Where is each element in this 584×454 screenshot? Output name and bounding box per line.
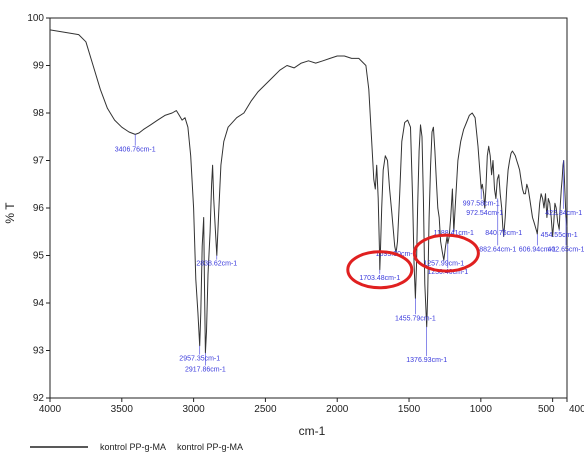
y-tick-label: 93 [33,346,45,357]
x-tick-label: 3500 [111,404,134,415]
peak-label: 1188.41cm-1 [434,230,474,237]
peak-label: 402.65cm-1 [548,246,584,253]
peak-label: 2838.62cm-1 [196,261,237,268]
series-layer [49,29,568,354]
x-tick-label: 2000 [326,404,349,415]
legend-label-1: kontrol PP-g-MA [100,442,166,452]
peak-label: 2917.86cm-1 [185,367,226,374]
y-tick-label: 95 [33,251,45,262]
highlight-layer [346,233,480,290]
y-axis-title: % T [3,202,17,224]
peak-label: 1376.93cm-1 [406,357,447,364]
peak-label: 422.84cm-1 [545,210,582,217]
peak-label: 1230.40cm-1 [427,269,468,276]
x-tick-label: 2500 [254,404,277,415]
x-tick-label: 4000 [39,404,62,415]
x-tick-label: 400 [569,404,584,415]
legend: kontrol PP-g-MA kontrol PP-g-MA [30,442,243,452]
peak-label: 997.58cm-1 [463,200,500,207]
plot-frame [49,17,568,399]
y-tick-label: 99 [33,61,45,72]
peak-label: 1703.48cm-1 [359,275,400,282]
x-axis-title: cm-1 [299,424,326,438]
highlight-circle [412,233,480,273]
peak-label: 3406.76cm-1 [115,147,156,154]
peak-label: 1257.99cm-1 [423,261,464,268]
peak-label: 882.64cm-1 [479,246,516,253]
y-tick-label: 97 [33,156,45,167]
axis-tick-layer: 4000 3500 3000 2500 2000 1500 1000 500 400 92 93 94… [27,13,584,415]
y-tick-label: 94 [33,298,45,309]
peak-label-layer: 3406.76cm-1 2957.35cm-1 2917.86cm-1 2838.62… [115,134,584,374]
peak-label: 840.76cm-1 [485,230,522,237]
peak-label: 2957.35cm-1 [179,356,220,363]
series-line-0 [49,29,568,354]
peak-label: 606.94cm-1 [519,246,556,253]
y-tick-label: 100 [27,13,44,24]
y-tick-label: 92 [33,393,45,404]
x-tick-label: 1000 [470,404,493,415]
x-tick-label: 1500 [398,404,421,415]
x-tick-label: 3000 [182,404,205,415]
y-tick-label: 96 [33,203,45,214]
peak-label: 454.55cm-1 [541,232,578,239]
x-tick-label: 500 [538,404,555,415]
highlight-circle [346,250,414,290]
plot-area [49,17,568,399]
y-tick-label: 98 [33,108,45,119]
legend-label-2: kontrol PP-g-MA [177,442,243,452]
peak-label: 1455.79cm-1 [395,315,436,322]
peak-label: 972.54cm-1 [466,210,503,217]
